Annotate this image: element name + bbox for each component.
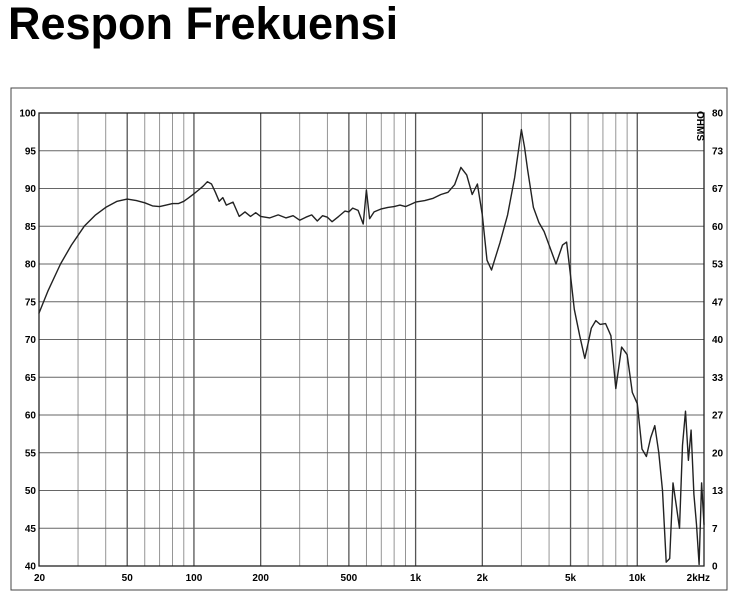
x-tick-label: 5k (565, 573, 577, 584)
y2-tick-label: 27 (712, 411, 724, 422)
y-tick-label: 75 (25, 297, 37, 308)
y-tick-label: 100 (19, 109, 36, 120)
y-tick-label: 40 (25, 562, 37, 573)
x-tick-label: 2k (477, 573, 489, 584)
y-tick-label: 50 (25, 486, 37, 497)
x-tick-label: 1k (410, 573, 422, 584)
y2-tick-label: 73 (712, 146, 724, 157)
y2-tick-label: 13 (712, 486, 724, 497)
y-tick-label: 90 (25, 184, 37, 195)
x-tick-label: 200 (252, 573, 269, 584)
y-tick-label: 85 (25, 222, 37, 233)
y2-tick-label: 80 (712, 109, 724, 120)
plot-border (38, 112, 705, 567)
y2-tick-label: 40 (712, 335, 724, 346)
x-tick-label: 500 (341, 573, 358, 584)
y2-tick-label: 20 (712, 448, 724, 459)
chart-series (38, 128, 705, 566)
page-title: Respon Frekuensi (8, 0, 399, 49)
y2-tick-label: 47 (712, 297, 724, 308)
y2-unit-label: OHMS (694, 111, 705, 141)
y-tick-label: 70 (25, 335, 37, 346)
y-tick-label: 65 (25, 373, 37, 384)
y2-tick-label: 53 (712, 260, 724, 271)
y-tick-label: 95 (25, 146, 37, 157)
chart-ticks: 40 45 50 55 60 65 70 75 80 85 90 95 100 0 7 13 20 27 33 40 4… (19, 109, 723, 585)
y2-tick-label: 7 (712, 524, 718, 535)
x-tick-label: 100 (186, 573, 203, 584)
series-line (38, 128, 705, 566)
chart-grid (39, 113, 704, 566)
y2-tick-label: 33 (712, 373, 724, 384)
y2-tick-label: 0 (712, 562, 718, 573)
x-tick-label: 20 (34, 573, 46, 584)
y2-tick-label: 60 (712, 222, 724, 233)
x-tick-label: 50 (122, 573, 134, 584)
y-tick-label: 80 (25, 260, 37, 271)
x-tick-label: 10k (629, 573, 646, 584)
y-tick-label: 55 (25, 448, 37, 459)
y2-tick-label: 67 (712, 184, 724, 195)
x-tick-label: 2kHz (687, 573, 710, 584)
y-tick-label: 45 (25, 524, 37, 535)
y-tick-label: 60 (25, 411, 37, 422)
